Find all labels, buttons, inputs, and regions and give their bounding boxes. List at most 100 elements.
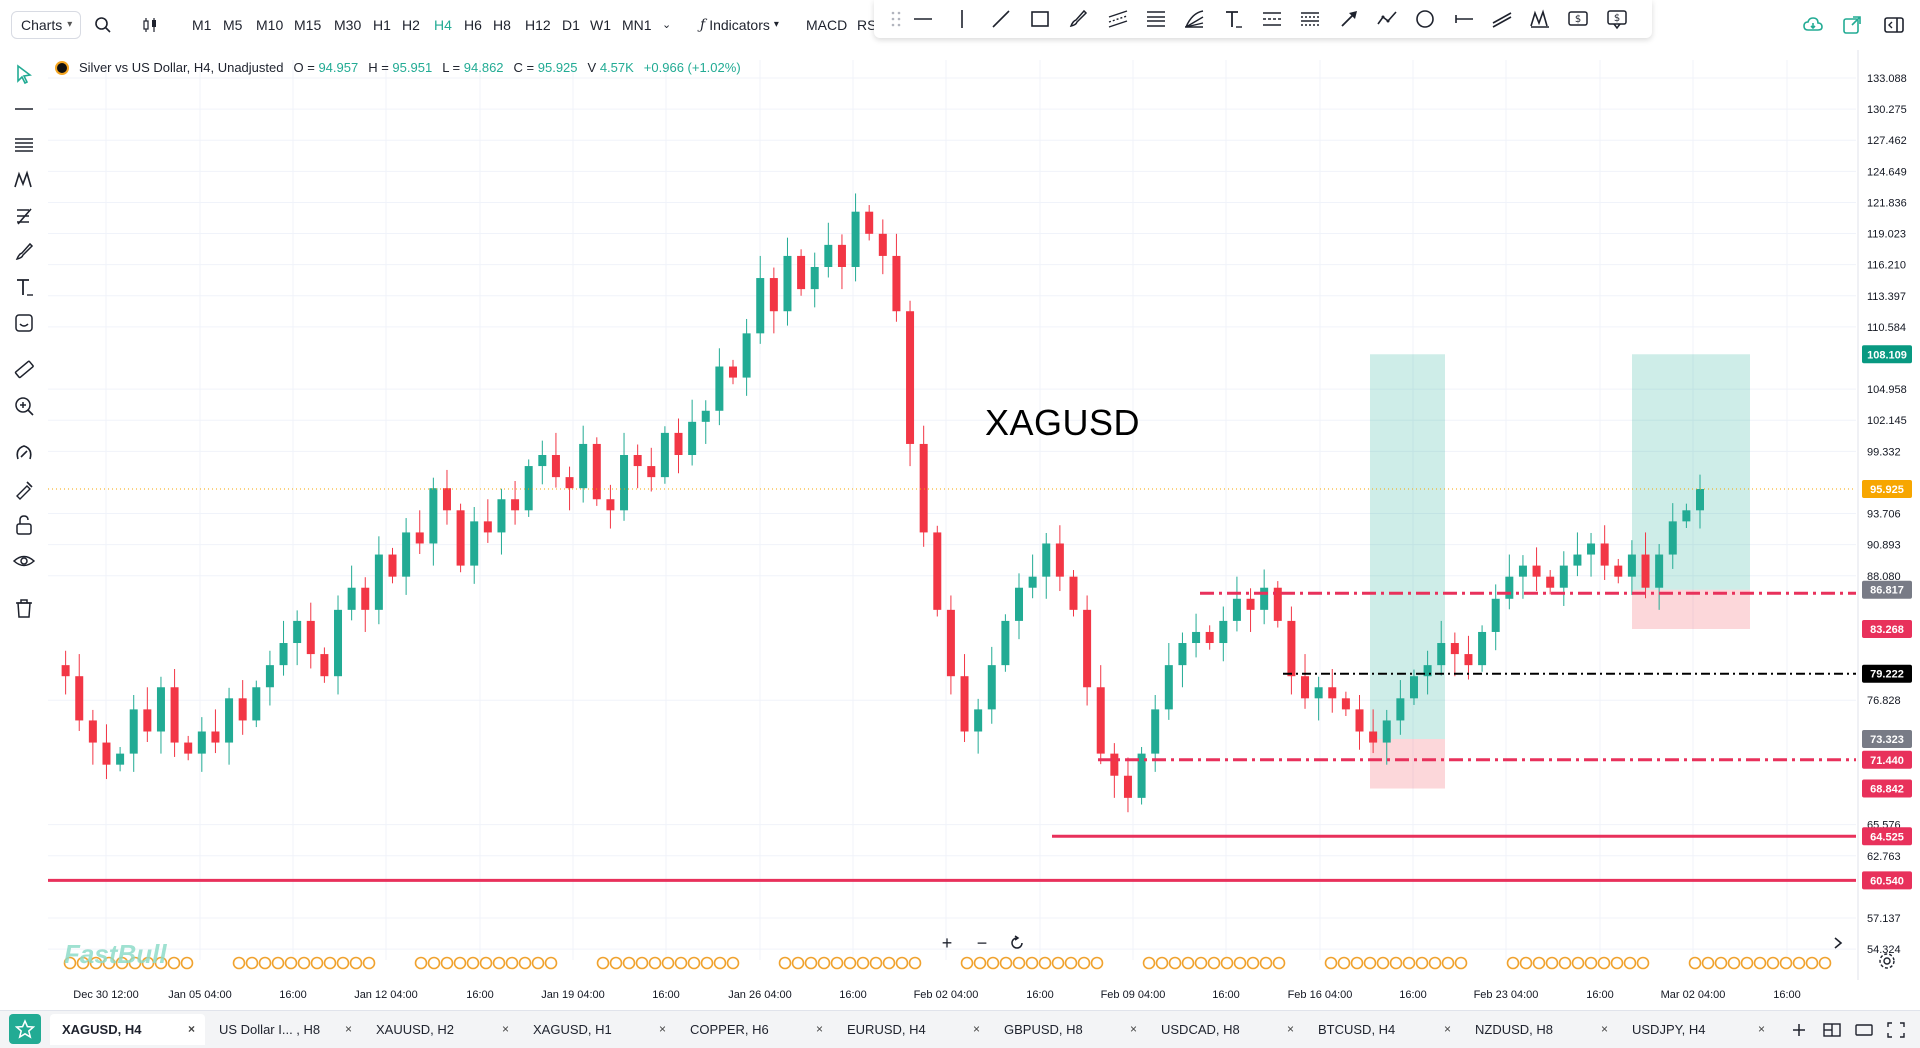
reset-chart-icon[interactable] bbox=[1004, 930, 1030, 956]
zoom-out-button[interactable]: − bbox=[976, 932, 988, 953]
brush-tool-icon[interactable] bbox=[12, 240, 36, 264]
chart-tab[interactable]: XAUUSD, H2 × bbox=[364, 1014, 519, 1045]
fib-tool-icon[interactable] bbox=[12, 133, 36, 157]
polyline-icon[interactable] bbox=[1375, 7, 1399, 31]
chart-tab[interactable]: BTCUSD, H4 × bbox=[1306, 1014, 1461, 1045]
cursor-icon[interactable] bbox=[12, 62, 36, 86]
event-marker-icon bbox=[1324, 956, 1338, 970]
window-icon[interactable] bbox=[1854, 1021, 1874, 1039]
chart-tab[interactable]: EURUSD, H4 × bbox=[835, 1014, 990, 1045]
close-icon[interactable]: × bbox=[501, 1022, 509, 1036]
close-icon[interactable]: × bbox=[1129, 1022, 1137, 1036]
timeframe-m30[interactable]: M30 bbox=[334, 17, 362, 33]
indicators-button[interactable]: ƒ Indicators ▾ bbox=[700, 13, 779, 37]
trend-line-icon[interactable] bbox=[989, 7, 1013, 31]
magnet-icon[interactable] bbox=[12, 441, 36, 465]
line-tool-icon[interactable] bbox=[12, 97, 36, 121]
candle-body bbox=[946, 609, 955, 677]
arrow-icon[interactable] bbox=[1337, 7, 1361, 31]
layout-icon[interactable] bbox=[1822, 1021, 1842, 1039]
text-tool-icon[interactable] bbox=[1221, 7, 1245, 31]
timeframe-m10[interactable]: M10 bbox=[256, 17, 284, 33]
chevron-down-icon[interactable]: ⌄ bbox=[662, 19, 672, 31]
time-axis-label: Mar 02 04:00 bbox=[1661, 989, 1726, 1001]
fullscreen-icon[interactable] bbox=[1886, 1021, 1906, 1039]
pattern-tool-icon[interactable] bbox=[12, 168, 36, 192]
ray-icon[interactable] bbox=[1452, 7, 1476, 31]
forecast-icon[interactable] bbox=[12, 204, 36, 228]
timeframe-h8[interactable]: H8 bbox=[493, 17, 511, 33]
eye-icon[interactable] bbox=[12, 549, 36, 573]
event-marker-icon bbox=[1571, 956, 1585, 970]
fib-fan-icon[interactable] bbox=[1182, 7, 1206, 31]
price-note-icon[interactable]: $ bbox=[1566, 7, 1590, 31]
trash-icon[interactable] bbox=[12, 596, 36, 620]
candle-body bbox=[252, 687, 261, 721]
circle-icon[interactable] bbox=[1413, 7, 1437, 31]
vertical-line-icon[interactable] bbox=[950, 7, 974, 31]
chart-tab[interactable]: COPPER, H6 × bbox=[678, 1014, 833, 1045]
cloud-icon[interactable] bbox=[1802, 14, 1824, 36]
scroll-right-icon[interactable] bbox=[1825, 930, 1851, 956]
brush-icon[interactable] bbox=[1066, 7, 1090, 31]
expand-icon[interactable] bbox=[1841, 14, 1863, 36]
close-icon[interactable]: × bbox=[187, 1022, 195, 1036]
price-chart[interactable]: 133.088 130.275 127.462 124.649 121.836 119.0… bbox=[0, 0, 1920, 1010]
event-marker-icon bbox=[1077, 956, 1091, 970]
timeframe-mn1[interactable]: MN1 bbox=[622, 17, 652, 33]
close-icon[interactable]: × bbox=[1600, 1022, 1608, 1036]
pattern-icon[interactable] bbox=[1528, 7, 1552, 31]
timeframe-h1[interactable]: H1 bbox=[373, 17, 391, 33]
close-icon[interactable]: × bbox=[1286, 1022, 1294, 1036]
chart-tab[interactable]: USDJPY, H4 × bbox=[1620, 1014, 1775, 1045]
emoji-icon[interactable] bbox=[12, 311, 36, 335]
close-icon[interactable]: × bbox=[1443, 1022, 1451, 1036]
chart-tab[interactable]: US Dollar I... , H8 × bbox=[207, 1014, 362, 1045]
close-icon[interactable]: × bbox=[972, 1022, 980, 1036]
chart-tab[interactable]: NZDUSD, H8 × bbox=[1463, 1014, 1618, 1045]
svg-text:$: $ bbox=[1614, 13, 1620, 24]
timeframe-m5[interactable]: M5 bbox=[223, 17, 243, 33]
text-tool-icon[interactable] bbox=[12, 275, 36, 299]
timeframe-h6[interactable]: H6 bbox=[464, 17, 482, 33]
timeframe-m15[interactable]: M15 bbox=[294, 17, 322, 33]
close-icon[interactable]: × bbox=[815, 1022, 823, 1036]
candle-type-icon[interactable] bbox=[141, 13, 159, 37]
fib-retracement-icon[interactable] bbox=[1144, 7, 1168, 31]
charts-menu-button[interactable]: Charts ▾ bbox=[11, 11, 81, 39]
timeframe-h2[interactable]: H2 bbox=[402, 17, 420, 33]
close-icon[interactable]: × bbox=[344, 1022, 352, 1036]
horizontal-line-icon[interactable] bbox=[911, 7, 935, 31]
plus-icon[interactable] bbox=[1789, 1021, 1809, 1039]
chart-tab[interactable]: USDCAD, H8 × bbox=[1149, 1014, 1304, 1045]
chart-tab[interactable]: GBPUSD, H8 × bbox=[992, 1014, 1147, 1045]
timeframe-d1[interactable]: D1 bbox=[562, 17, 580, 33]
chart-tab[interactable]: XAGUSD, H4 × bbox=[50, 1014, 205, 1045]
pitchfork-icon[interactable] bbox=[1260, 7, 1284, 31]
chart-tab[interactable]: XAGUSD, H1 × bbox=[521, 1014, 676, 1045]
macd-button[interactable]: MACD bbox=[806, 17, 848, 33]
gann-icon[interactable] bbox=[1298, 7, 1322, 31]
rs-button[interactable]: RS bbox=[857, 17, 877, 33]
extended-line-icon[interactable] bbox=[1490, 7, 1514, 31]
settings-icon[interactable] bbox=[1878, 952, 1896, 970]
timeframe-w1[interactable]: W1 bbox=[590, 17, 611, 33]
timeframe-h12[interactable]: H12 bbox=[525, 17, 551, 33]
search-icon[interactable] bbox=[94, 13, 112, 37]
zoom-icon[interactable] bbox=[12, 394, 36, 418]
drag-handle-icon[interactable] bbox=[884, 7, 908, 31]
close-icon[interactable]: × bbox=[1757, 1022, 1765, 1036]
stay-drawing-icon[interactable] bbox=[12, 477, 36, 501]
timeframe-m1[interactable]: M1 bbox=[192, 17, 212, 33]
ruler-icon[interactable] bbox=[12, 357, 36, 381]
timeframe-h4[interactable]: H4 bbox=[434, 17, 452, 33]
zoom-in-button[interactable]: + bbox=[941, 932, 953, 953]
close-icon[interactable]: × bbox=[658, 1022, 666, 1036]
lock-icon[interactable] bbox=[12, 513, 36, 537]
parallel-channel-icon[interactable] bbox=[1106, 7, 1130, 31]
sidebar-toggle-icon[interactable] bbox=[1883, 14, 1905, 36]
event-marker-icon bbox=[1636, 956, 1650, 970]
star-icon[interactable] bbox=[9, 1014, 41, 1044]
rectangle-icon[interactable] bbox=[1028, 7, 1052, 31]
price-label-icon[interactable]: $ bbox=[1605, 7, 1629, 31]
